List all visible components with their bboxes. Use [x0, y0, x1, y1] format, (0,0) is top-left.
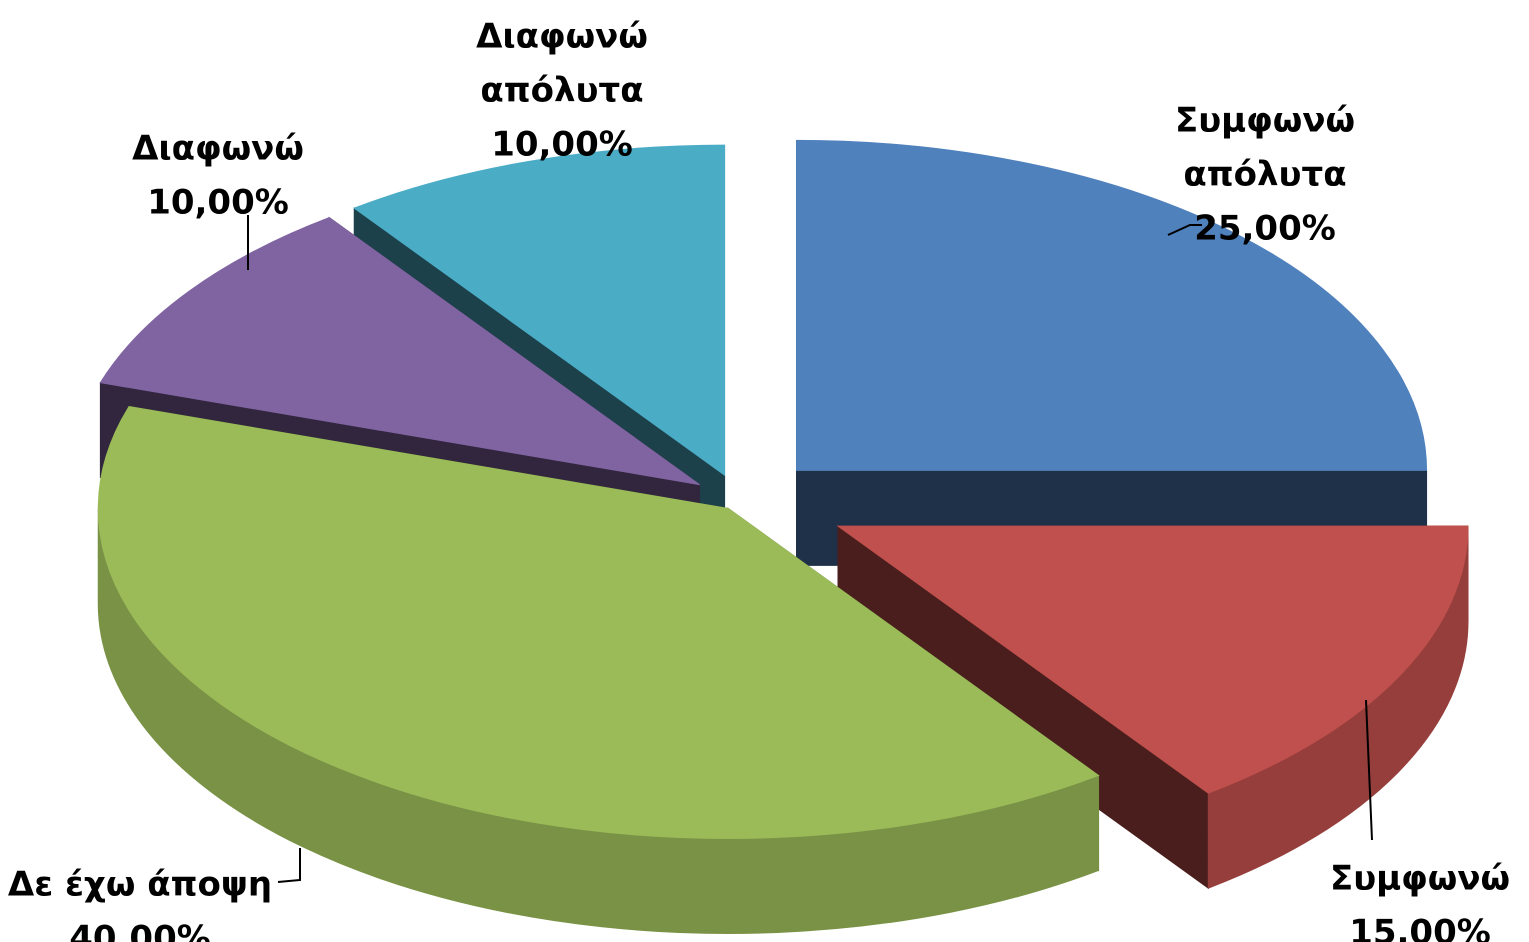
pie-slices [97, 139, 1469, 934]
data-label-line: Συμφωνώ [1330, 859, 1510, 899]
pie-slice-3 [97, 405, 1100, 934]
data-label-line: Διαφωνώ [476, 17, 648, 57]
data-label-line: Διαφωνώ [132, 129, 304, 169]
data-label-line: απόλυτα [1183, 155, 1346, 195]
data-labels: Συμφωνώ απόλυτα 25,00% Συμφωνώ 15,00% Δε έχω … [8, 17, 1510, 942]
data-label-line: 10,00% [147, 183, 289, 223]
data-label-1: Συμφωνώ απόλυτα 25,00% [1167, 101, 1355, 249]
leader-line [1167, 224, 1202, 236]
data-label-line: Συμφωνώ [1175, 101, 1355, 141]
data-label-3: Δε έχω άποψη 40,00% [8, 848, 301, 942]
leader-line [277, 848, 301, 883]
data-label-line: Δε έχω άποψη [8, 865, 272, 905]
data-label-line: 25,00% [1194, 209, 1336, 249]
data-label-5: Διαφωνώ απόλυτα 10,00% [476, 17, 648, 165]
data-label-2: Συμφωνώ 15,00% [1330, 699, 1510, 942]
data-label-line: 10,00% [491, 125, 633, 165]
data-label-line: 40,00% [69, 919, 211, 942]
leader-line [1365, 699, 1373, 841]
data-label-line: 15,00% [1349, 913, 1491, 942]
data-label-4: Διαφωνώ 10,00% [132, 129, 304, 270]
pie-slice-1 [796, 139, 1428, 566]
data-label-line: απόλυτα [480, 71, 643, 111]
pie-slice-2 [836, 525, 1469, 890]
